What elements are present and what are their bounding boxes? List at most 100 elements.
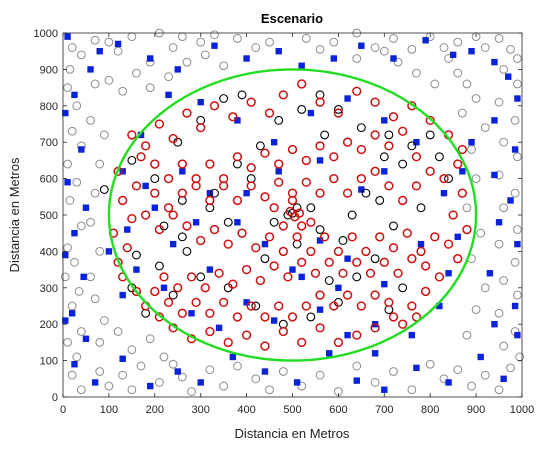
data-point-red [260, 312, 270, 322]
data-point-blue [514, 95, 521, 102]
data-point-gray [67, 126, 77, 136]
data-point-blue [445, 270, 452, 277]
data-point-red [347, 232, 357, 242]
data-point-gray [265, 385, 274, 395]
data-point-blue [371, 350, 379, 357]
data-point-gray [407, 385, 417, 395]
data-point-gray [480, 283, 490, 293]
data-point-gray [462, 79, 472, 89]
data-point-blue [491, 58, 498, 66]
data-point-blue [261, 368, 269, 375]
data-point-blue [417, 240, 425, 248]
data-point-gray [480, 123, 490, 133]
data-point-blue [197, 379, 204, 386]
x-axis-label: Distancia en Metros [235, 426, 350, 441]
data-point-red [191, 297, 201, 308]
x-tick-label: 600 [329, 404, 347, 416]
data-point-gray [118, 370, 128, 380]
data-point-gray [63, 338, 72, 347]
data-point-blue [71, 230, 78, 237]
data-point-blue [87, 66, 94, 73]
data-point-blue [330, 55, 338, 62]
data-point-red [140, 210, 151, 220]
data-point-black [347, 210, 357, 220]
data-point-red [260, 148, 270, 158]
data-point-black [223, 217, 233, 227]
data-point-blue [133, 266, 140, 273]
data-point-gray [95, 338, 105, 347]
data-point-gray [132, 68, 141, 78]
data-point-gray [389, 367, 398, 376]
data-point-gray [60, 272, 70, 282]
data-point-blue [298, 62, 305, 69]
data-point-red [388, 243, 399, 253]
data-point-red [434, 272, 445, 282]
data-point-red [329, 173, 339, 184]
data-point-red [228, 279, 238, 289]
data-point-blue [436, 302, 443, 310]
data-point-red [370, 323, 380, 333]
data-point-red [191, 181, 201, 191]
data-point-blue [413, 139, 420, 146]
x-tick-label: 400 [237, 404, 255, 416]
data-point-black [425, 130, 435, 140]
data-point-red [393, 268, 403, 278]
data-point-red [370, 130, 380, 140]
data-point-blue [234, 117, 241, 124]
x-tick-label: 500 [283, 404, 301, 416]
y-tick-label: 700 [40, 137, 58, 149]
data-point-gray [72, 352, 82, 362]
chart-title: Escenario [261, 11, 323, 26]
data-point-gray [513, 290, 522, 300]
data-point-blue [229, 353, 237, 361]
data-point-red [168, 210, 178, 220]
data-point-red [315, 290, 325, 300]
data-point-red [356, 301, 367, 311]
data-point-red [274, 177, 284, 187]
data-point-red [333, 108, 344, 118]
data-point-red [388, 312, 399, 322]
data-point-red [329, 152, 339, 162]
data-point-blue [64, 33, 71, 40]
plot-area [60, 28, 525, 397]
data-point-blue [62, 317, 69, 324]
data-point-blue [197, 98, 204, 106]
data-point-red [420, 261, 431, 271]
data-point-gray [393, 57, 403, 67]
data-point-blue [114, 40, 122, 48]
data-point-black [177, 232, 187, 242]
data-point-red [297, 257, 307, 267]
data-point-red [457, 188, 467, 198]
data-point-red [127, 130, 137, 140]
data-point-red [200, 283, 210, 293]
data-point-black [320, 130, 330, 140]
data-point-blue [468, 139, 475, 146]
data-point-red [365, 268, 376, 278]
data-point-blue [507, 197, 514, 204]
data-point-red [416, 246, 426, 257]
data-point-gray [168, 359, 178, 369]
data-point-red [131, 286, 142, 297]
data-point-gray [494, 34, 504, 43]
x-tick-label: 900 [467, 404, 485, 416]
data-point-blue [124, 226, 131, 233]
data-point-gray [494, 97, 504, 107]
data-point-black [384, 130, 394, 140]
data-point-gray [63, 159, 72, 169]
data-point-red [310, 268, 321, 278]
data-point-red [333, 246, 344, 257]
data-point-red [315, 323, 325, 333]
data-point-gray [412, 68, 421, 78]
data-point-red [324, 257, 334, 267]
data-point-gray [95, 159, 105, 169]
data-point-gray [494, 308, 504, 318]
data-point-blue [142, 182, 149, 190]
data-point-blue [344, 95, 351, 102]
y-tick-label: 1000 [34, 28, 58, 40]
data-point-gray [104, 37, 114, 47]
data-point-gray [499, 203, 509, 213]
y-tick-label: 200 [40, 319, 58, 331]
data-point-black [196, 272, 206, 282]
